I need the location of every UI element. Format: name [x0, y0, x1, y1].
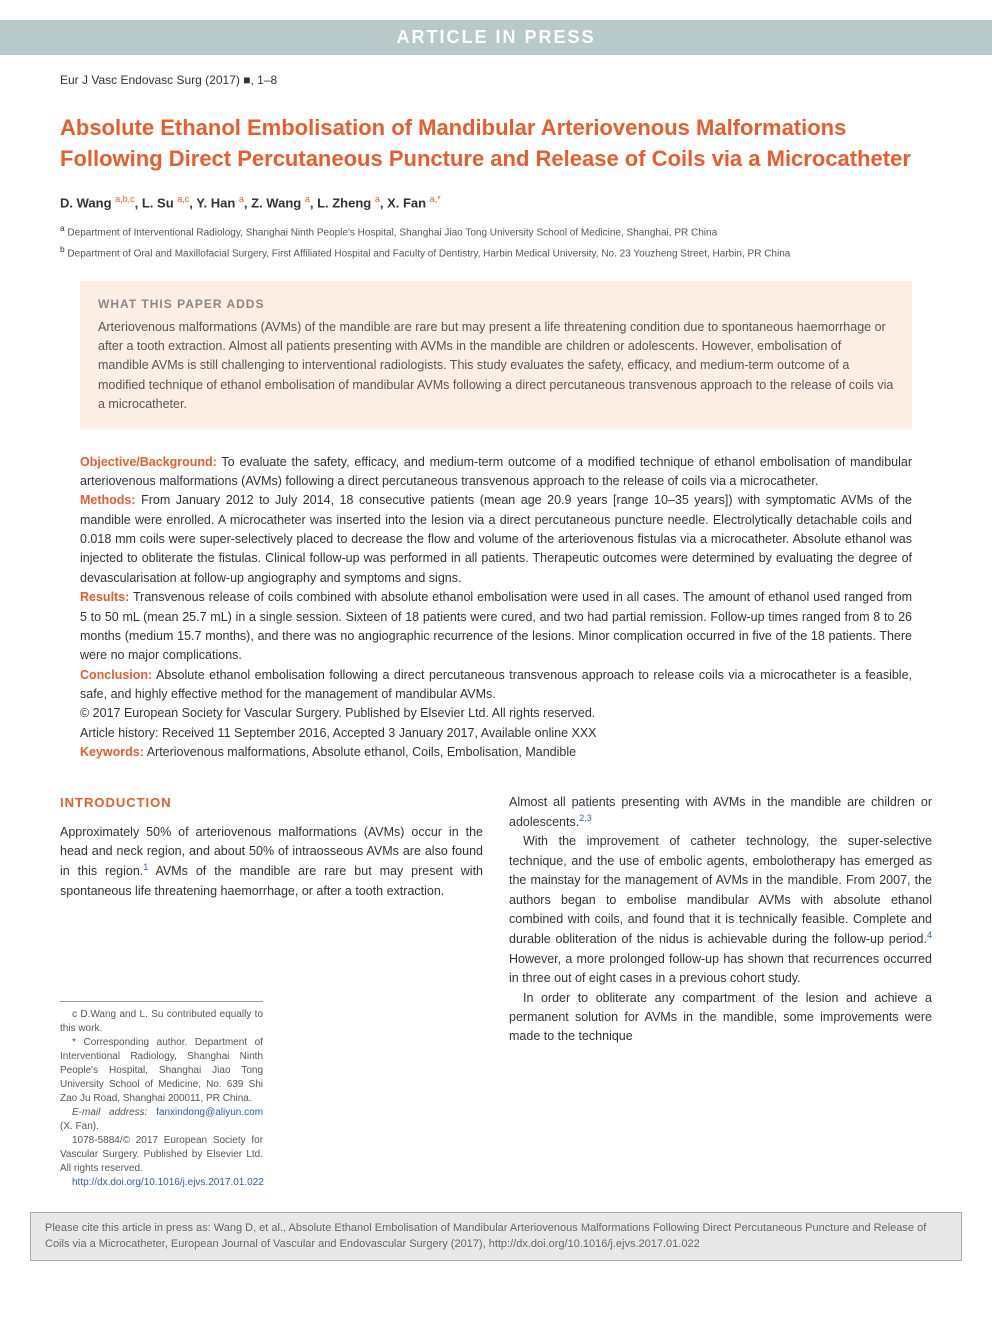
keywords-label: Keywords:	[80, 745, 144, 759]
reference-link-23[interactable]: 2,3	[579, 813, 592, 823]
abstract-keywords: Keywords: Arteriovenous malformations, A…	[80, 743, 912, 762]
conclusion-label: Conclusion:	[80, 668, 152, 682]
callout-body: Arteriovenous malformations (AVMs) of th…	[98, 318, 894, 415]
journal-reference: Eur J Vasc Endovasc Surg (2017) ■, 1–8	[60, 71, 932, 89]
abstract-copyright: © 2017 European Society for Vascular Sur…	[80, 704, 912, 723]
callout-heading: WHAT THIS PAPER ADDS	[98, 295, 894, 314]
footnotes-block: c D.Wang and L. Su contributed equally t…	[60, 1001, 263, 1190]
results-label: Results:	[80, 590, 129, 604]
intro-paragraph-1: Approximately 50% of arteriovenous malfo…	[60, 823, 483, 902]
abstract-history: Article history: Received 11 September 2…	[80, 724, 912, 743]
abstract-methods: Methods: From January 2012 to July 2014,…	[80, 491, 912, 588]
footnote-c: c D.Wang and L. Su contributed equally t…	[60, 1008, 263, 1036]
intro-right-p2: With the improvement of catheter technol…	[509, 832, 932, 988]
affiliation-b: b Department of Oral and Maxillofacial S…	[60, 243, 932, 261]
abstract-objective: Objective/Background: To evaluate the sa…	[80, 453, 912, 492]
footnote-issn: 1078-5884/© 2017 European Society for Va…	[60, 1134, 263, 1176]
left-column: INTRODUCTION Approximately 50% of arteri…	[60, 793, 483, 1191]
abstract-results: Results: Transvenous release of coils co…	[80, 588, 912, 666]
citation-box: Please cite this article in press as: Wa…	[30, 1212, 962, 1261]
abstract-block: Objective/Background: To evaluate the sa…	[80, 453, 912, 763]
intro-right-p3: In order to obliterate any compartment o…	[509, 989, 932, 1047]
footnote-email: E-mail address: fanxindong@aliyun.com (X…	[60, 1106, 263, 1134]
footnote-corresponding: * Corresponding author. Department of In…	[60, 1036, 263, 1106]
body-columns: INTRODUCTION Approximately 50% of arteri…	[60, 793, 932, 1191]
objective-label: Objective/Background:	[80, 455, 217, 469]
methods-label: Methods:	[80, 493, 136, 507]
doi-link[interactable]: http://dx.doi.org/10.1016/j.ejvs.2017.01…	[72, 1177, 264, 1188]
email-link[interactable]: fanxindong@aliyun.com	[156, 1107, 263, 1118]
right-column: Almost all patients presenting with AVMs…	[509, 793, 932, 1191]
affiliation-a: a Department of Interventional Radiology…	[60, 222, 932, 240]
article-in-press-banner: ARTICLE IN PRESS	[0, 20, 992, 55]
intro-right-p1: Almost all patients presenting with AVMs…	[509, 793, 932, 833]
introduction-heading: INTRODUCTION	[60, 793, 483, 813]
article-title: Absolute Ethanol Embolisation of Mandibu…	[60, 113, 932, 175]
footnote-doi: http://dx.doi.org/10.1016/j.ejvs.2017.01…	[60, 1176, 263, 1190]
what-this-paper-adds-box: WHAT THIS PAPER ADDS Arteriovenous malfo…	[80, 281, 912, 428]
abstract-conclusion: Conclusion: Absolute ethanol embolisatio…	[80, 666, 912, 705]
reference-link-4[interactable]: 4	[927, 930, 932, 940]
authors-line: D. Wang a,b,c, L. Su a,c, Y. Han a, Z. W…	[60, 193, 932, 213]
page-container: ARTICLE IN PRESS Eur J Vasc Endovasc Sur…	[0, 0, 992, 1291]
affiliations-block: a Department of Interventional Radiology…	[60, 222, 932, 261]
